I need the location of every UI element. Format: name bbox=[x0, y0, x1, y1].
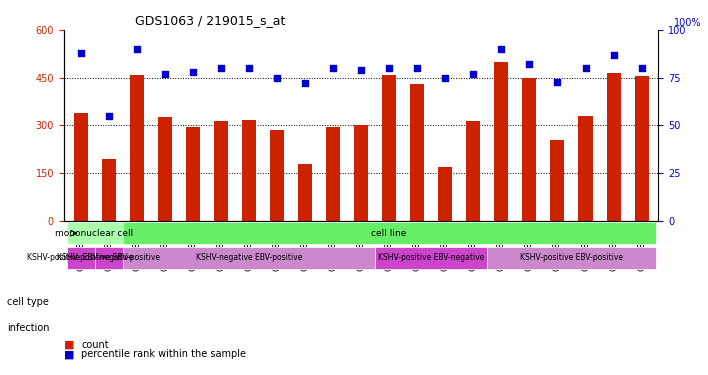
Point bbox=[327, 65, 338, 71]
Point bbox=[131, 46, 142, 52]
Bar bbox=[438, 167, 452, 221]
Point bbox=[215, 65, 227, 71]
Text: cell line: cell line bbox=[372, 229, 407, 238]
Text: GDS1063 / 219015_s_at: GDS1063 / 219015_s_at bbox=[135, 15, 285, 27]
Point bbox=[636, 65, 647, 71]
Text: KSHV-positive EBV-positive: KSHV-positive EBV-positive bbox=[57, 253, 160, 262]
Bar bbox=[101, 159, 115, 221]
Point bbox=[187, 69, 198, 75]
FancyBboxPatch shape bbox=[122, 247, 375, 269]
Bar bbox=[382, 75, 396, 221]
FancyBboxPatch shape bbox=[375, 247, 487, 269]
Text: ■: ■ bbox=[64, 350, 74, 359]
Bar bbox=[298, 164, 312, 221]
Bar bbox=[270, 130, 284, 221]
Text: KSHV-negative EBV-positive: KSHV-negative EBV-positive bbox=[195, 253, 302, 262]
Bar bbox=[550, 140, 564, 221]
Point bbox=[271, 75, 282, 81]
Text: cell type: cell type bbox=[7, 297, 49, 307]
Text: percentile rank within the sample: percentile rank within the sample bbox=[81, 350, 246, 359]
Bar bbox=[242, 120, 256, 221]
FancyBboxPatch shape bbox=[95, 247, 122, 269]
Text: KSHV-positive EBV-negative: KSHV-positive EBV-negative bbox=[378, 253, 484, 262]
Point bbox=[159, 71, 171, 77]
Point bbox=[75, 50, 86, 56]
Bar bbox=[523, 78, 537, 221]
Bar bbox=[185, 127, 200, 221]
Point bbox=[440, 75, 451, 81]
Point bbox=[355, 67, 367, 73]
Point bbox=[524, 62, 535, 68]
Point bbox=[299, 81, 311, 87]
Point bbox=[244, 65, 255, 71]
Point bbox=[467, 71, 479, 77]
Bar bbox=[158, 117, 172, 221]
Bar bbox=[634, 76, 649, 221]
Bar bbox=[578, 116, 593, 221]
Bar bbox=[494, 62, 508, 221]
Bar bbox=[326, 127, 340, 221]
Text: infection: infection bbox=[7, 323, 50, 333]
Point bbox=[384, 65, 395, 71]
Bar bbox=[467, 121, 480, 221]
Y-axis label: 100%: 100% bbox=[675, 18, 702, 28]
Text: mononuclear cell: mononuclear cell bbox=[55, 229, 134, 238]
Text: KSHV-positive EBV-positive: KSHV-positive EBV-positive bbox=[520, 253, 623, 262]
Bar bbox=[354, 126, 368, 221]
Point bbox=[608, 52, 620, 58]
Bar bbox=[607, 73, 621, 221]
Point bbox=[411, 65, 423, 71]
FancyBboxPatch shape bbox=[487, 247, 656, 269]
Bar bbox=[74, 113, 88, 221]
FancyBboxPatch shape bbox=[67, 222, 122, 244]
Text: count: count bbox=[81, 340, 109, 350]
Text: KSHV-positive EBV-negative: KSHV-positive EBV-negative bbox=[28, 253, 134, 262]
FancyBboxPatch shape bbox=[122, 222, 656, 244]
Point bbox=[552, 78, 563, 84]
Point bbox=[496, 46, 507, 52]
Bar bbox=[410, 84, 424, 221]
FancyBboxPatch shape bbox=[67, 247, 95, 269]
Point bbox=[103, 113, 114, 119]
Text: ■: ■ bbox=[64, 340, 74, 350]
Bar bbox=[214, 121, 228, 221]
Point bbox=[580, 65, 591, 71]
Bar bbox=[130, 75, 144, 221]
